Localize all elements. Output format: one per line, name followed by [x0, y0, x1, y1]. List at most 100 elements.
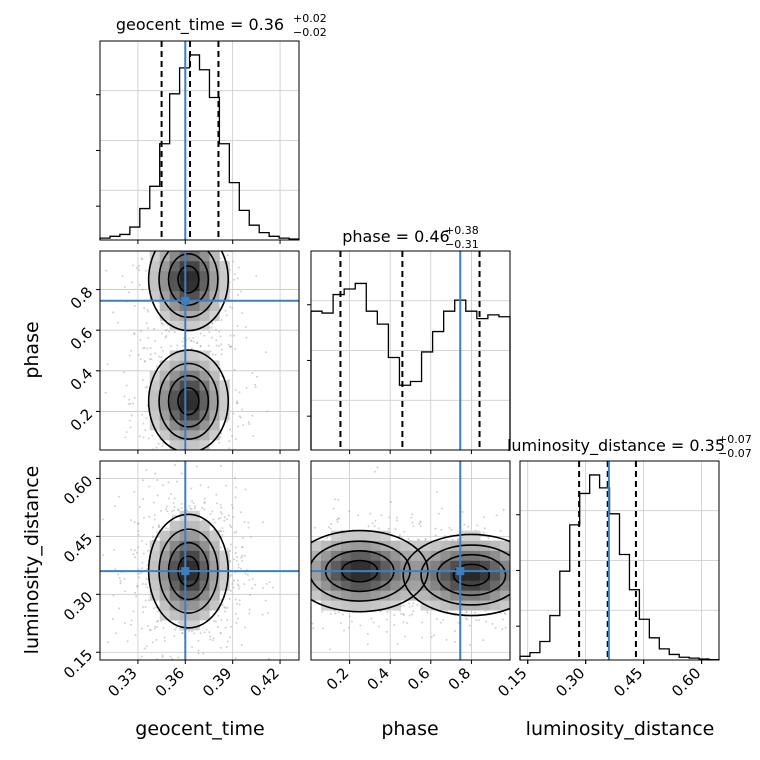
y-tick-label-phase: 0.6 — [67, 324, 97, 354]
scatter-point — [210, 326, 213, 329]
scatter-point — [434, 527, 437, 530]
scatter-point — [144, 583, 147, 586]
density-cell — [350, 530, 362, 541]
scatter-point — [160, 356, 163, 359]
scatter-point — [571, 593, 573, 595]
scatter-point — [180, 455, 182, 457]
scatter-point — [228, 345, 231, 348]
scatter-point — [550, 592, 552, 594]
scatter-point — [128, 354, 131, 357]
density-cell — [370, 580, 381, 591]
scatter-point — [411, 513, 414, 516]
scatter-point — [236, 324, 239, 327]
scatter-point — [175, 626, 178, 629]
scatter-point — [211, 322, 214, 325]
scatter-point — [419, 661, 421, 663]
density-cell — [199, 420, 210, 431]
scatter-point — [167, 236, 169, 238]
scatter-point — [206, 222, 208, 224]
scatter-point — [442, 618, 445, 621]
scatter-point — [224, 607, 227, 610]
density-cell — [440, 560, 451, 571]
scatter-point — [547, 562, 549, 564]
scatter-point — [138, 572, 141, 575]
scatter-point — [251, 242, 253, 244]
density-cell — [209, 310, 220, 321]
scatter-point — [514, 581, 516, 583]
scatter-point — [218, 441, 221, 444]
scatter-point — [216, 625, 219, 628]
scatter-point — [144, 386, 147, 389]
scatter-point — [232, 558, 235, 561]
contour-level-3 — [177, 387, 200, 416]
density-cell — [169, 410, 180, 421]
scatter-point — [539, 538, 541, 540]
scatter-point — [145, 468, 148, 471]
scatter-point — [232, 334, 235, 337]
density-cell — [380, 580, 391, 591]
density-cell — [209, 550, 220, 561]
scatter-point — [220, 598, 223, 601]
scatter-point — [366, 632, 369, 635]
scatter-point — [167, 497, 170, 500]
scatter-point — [205, 207, 207, 209]
scatter-point — [147, 437, 150, 440]
scatter-point — [142, 552, 145, 555]
scatter-point — [173, 635, 176, 638]
scatter-point — [321, 627, 324, 630]
scatter-point — [146, 347, 149, 350]
scatter-point — [205, 628, 208, 631]
density-cell — [199, 590, 210, 601]
scatter-point — [308, 564, 310, 566]
scatter-point — [161, 656, 164, 659]
scatter-point — [236, 277, 239, 280]
density-cell — [189, 550, 200, 561]
scatter-point — [224, 309, 227, 312]
title-phase-minus: −0.31 — [445, 238, 479, 251]
scatter-point — [424, 539, 427, 542]
scatter-point — [199, 345, 202, 348]
scatter-point — [250, 535, 253, 538]
scatter-point — [516, 565, 518, 567]
scatter-point — [244, 572, 247, 575]
scatter-point — [599, 575, 601, 577]
panel-frame-group — [99, 250, 300, 451]
scatter-point — [211, 353, 214, 356]
scatter-point — [176, 508, 179, 511]
scatter-point — [251, 414, 254, 417]
density-cell — [410, 580, 421, 591]
density-cell — [320, 550, 332, 561]
scatter-point — [219, 546, 222, 549]
scatter-point — [190, 339, 193, 342]
scatter-point — [164, 336, 167, 339]
scatter-point — [514, 563, 516, 565]
scatter-point — [385, 630, 388, 633]
histogram-frame — [519, 460, 720, 661]
scatter-point — [173, 497, 176, 500]
density-cell — [420, 580, 431, 591]
scatter-point — [513, 536, 515, 538]
scatter-point — [157, 535, 160, 538]
scatter-point — [172, 224, 174, 226]
density-cell — [189, 530, 200, 541]
scatter-point — [173, 506, 176, 509]
scatter-point — [155, 626, 158, 629]
scatter-point — [118, 577, 121, 580]
density-cell — [430, 560, 441, 571]
scatter-point — [171, 516, 174, 519]
contour-level-2 — [167, 253, 210, 306]
scatter-point — [143, 346, 146, 349]
scatter-point — [225, 248, 227, 250]
scatter-point — [293, 566, 295, 568]
scatter-point — [194, 505, 197, 508]
scatter-point — [223, 519, 226, 522]
scatter-point — [220, 348, 223, 351]
scatter-point — [219, 516, 222, 519]
x-axis-label-phase: phase — [381, 718, 438, 740]
scatter-point — [219, 435, 222, 438]
density-cell — [209, 260, 220, 272]
scatter-point — [159, 249, 161, 251]
scatter-point — [202, 452, 204, 454]
scatter-point — [175, 215, 177, 217]
density-cell — [440, 600, 451, 611]
